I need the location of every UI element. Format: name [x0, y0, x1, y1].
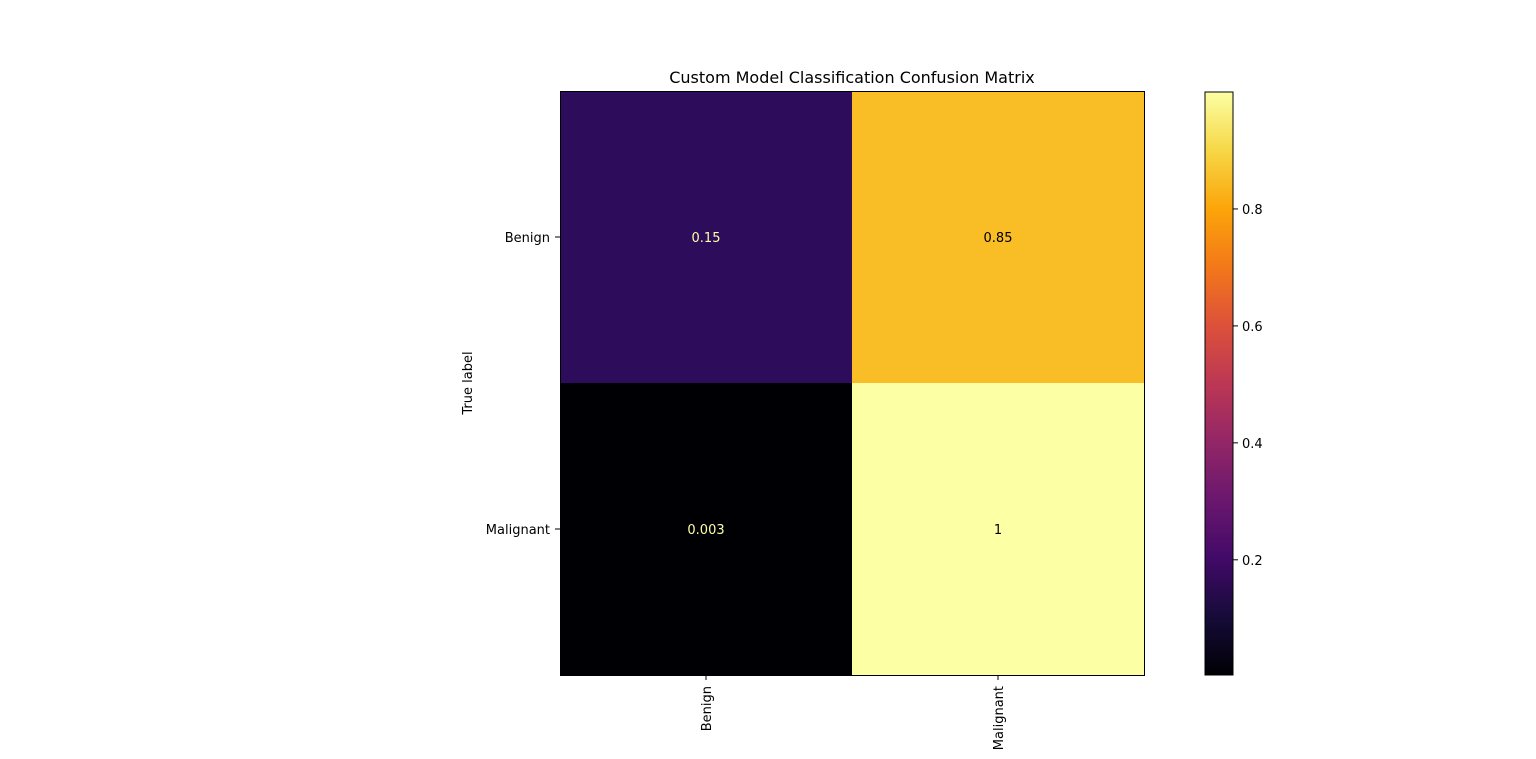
colorbar — [1205, 92, 1233, 675]
cell-value-label: 1 — [994, 523, 1002, 538]
cell-value-label: 0.003 — [687, 523, 724, 538]
colorbar-tick-label: 0.2 — [1242, 554, 1263, 569]
x-tick-label: Malignant — [992, 686, 1007, 750]
y-tick-label: Benign — [505, 231, 550, 246]
colorbar-frame — [1204, 91, 1234, 676]
x-axis-ticks: Benign Malignant — [700, 675, 1007, 750]
x-tick-label: Benign — [700, 686, 715, 731]
colorbar-ticks: 0.2 0.4 0.6 0.8 — [1233, 203, 1263, 569]
cell-value-label: 0.15 — [692, 231, 721, 246]
matrix-cell — [560, 91, 852, 383]
y-tick-label: Malignant — [486, 523, 550, 538]
y-axis-label: True label — [461, 351, 476, 415]
y-axis-ticks: Benign Malignant — [486, 231, 560, 538]
chart-title: Custom Model Classification Confusion Ma… — [669, 68, 1035, 87]
matrix-cell — [560, 383, 852, 675]
matrix-cell — [852, 91, 1144, 383]
colorbar-tick-label: 0.4 — [1242, 437, 1263, 452]
matrix-cells — [560, 91, 1144, 675]
matrix-cell-labels: 0.15 0.85 0.003 1 — [687, 231, 1012, 538]
cell-value-label: 0.85 — [984, 231, 1013, 246]
colorbar-tick-label: 0.8 — [1242, 203, 1263, 218]
matrix-cell — [852, 383, 1144, 675]
matrix-frame — [560, 91, 1145, 676]
colorbar-tick-label: 0.6 — [1242, 320, 1263, 335]
